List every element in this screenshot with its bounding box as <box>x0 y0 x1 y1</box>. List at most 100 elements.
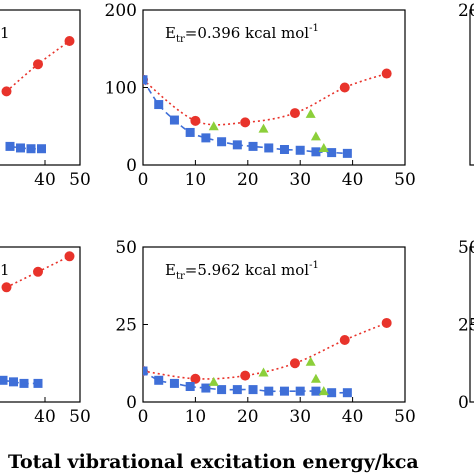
center-top-y-tick-label-0: 0 <box>126 156 137 176</box>
left-top-series-1-square-point-2 <box>26 144 36 154</box>
panel-right-bottom: 50 25 0 <box>458 238 474 413</box>
left-bottom-series-0-circle-point-1 <box>33 266 43 277</box>
center-top-x-tick-label-5: 50 <box>394 170 416 190</box>
center-top-series-1-square-point-13 <box>342 148 352 158</box>
center-bottom-series-2-triangle-point-4 <box>318 386 329 396</box>
left-bottom-series-0-circle-point-2 <box>64 251 75 262</box>
left-bottom-series-1-square-point-3 <box>33 378 43 388</box>
center-bottom-series-1-square-point-11 <box>311 386 321 396</box>
center-top-y-tick-label-1: 100 <box>105 79 137 99</box>
center-bottom-series-1-square-point-0 <box>143 366 148 376</box>
left-bottom-series-1-square-point-2 <box>19 378 29 388</box>
left-top-series-0-circle-point-0 <box>1 86 12 97</box>
center-bottom-series-2-triangle-point-1 <box>258 367 269 377</box>
left-bottom-series-0-circle-point-0 <box>1 282 12 293</box>
left-bottom-frame <box>0 246 81 403</box>
center-top-series-2-triangle-point-3 <box>310 131 321 141</box>
center-top-series-0-circle-point-2 <box>240 117 251 128</box>
left-bottom-series-1-line <box>2 379 39 385</box>
center-bottom-series-2-triangle-point-2 <box>305 356 316 366</box>
center-bottom-series-1-square-point-10 <box>295 386 305 396</box>
center-top-series-1-square-point-12 <box>327 148 337 158</box>
center-top-x-tick-label-3: 30 <box>289 170 311 190</box>
center-top-series-1-square-point-8 <box>264 143 274 153</box>
left-bottom-x-tick-label-0: 40 <box>34 407 56 427</box>
center-bottom-series-0-circle-point-1 <box>190 373 201 384</box>
center-top-series-0-circle-point-4 <box>339 82 350 93</box>
center-bottom-series-1-square-point-8 <box>264 386 274 396</box>
center-top-series-1-square-point-11 <box>311 147 321 157</box>
center-top-series-0-line <box>143 72 387 126</box>
right-bottom-y-tick-label-2: 0 <box>458 393 469 413</box>
center-bottom-energy-annotation: Etr=5.962 kcal mol-1 <box>165 260 319 282</box>
left-top-series-0-circle-point-2 <box>64 36 75 46</box>
center-bottom-series-2-triangle-point-0 <box>208 376 219 386</box>
center-bottom-y-tick-label-1: 25 <box>115 316 137 336</box>
center-top-series-1-square-point-4 <box>201 133 211 143</box>
left-top-series-group <box>1 36 75 154</box>
left-top-frame <box>0 9 81 166</box>
center-top-y-tick-label-2: 200 <box>105 1 137 21</box>
left-top-series-1-line <box>9 145 42 150</box>
center-bottom-series-0-circle-point-4 <box>339 335 350 345</box>
center-top-x-tick-label-2: 20 <box>237 170 259 190</box>
center-top-series-0-circle-point-5 <box>381 68 392 79</box>
right-top-frame <box>469 9 474 166</box>
center-bottom-series-2-triangle-point-3 <box>310 373 321 383</box>
center-bottom-x-tick-label-0: 0 <box>138 407 149 427</box>
center-bottom-series-0-circle-point-3 <box>289 358 300 369</box>
center-top-series-group <box>143 68 392 158</box>
left-bottom-series-1-square-point-1 <box>9 377 18 387</box>
center-bottom-x-tick-label-1: 10 <box>185 407 207 427</box>
panel-center-top: 0 100 200 0 10 20 30 40 50 Etr=0.396 kcal mol-1 <box>105 1 416 190</box>
right-top-y-tick-label-0: 200 <box>458 1 474 21</box>
center-top-series-1-square-point-3 <box>185 127 195 137</box>
left-top-series-1-square-point-3 <box>37 144 46 154</box>
left-bottom-annotation-fragment: 1 <box>0 261 10 279</box>
center-bottom-x-tick-label-2: 20 <box>237 407 259 427</box>
center-bottom-series-0-circle-point-5 <box>381 317 392 328</box>
center-bottom-series-1-square-point-12 <box>327 388 337 398</box>
center-top-x-tick-label-1: 10 <box>185 170 207 190</box>
center-bottom-series-1-square-point-6 <box>232 385 242 395</box>
center-bottom-y-tick-label-2: 50 <box>115 238 137 258</box>
left-bottom-x-tick-label-1: 50 <box>69 407 91 427</box>
right-bottom-y-tick-label-1: 25 <box>458 316 474 336</box>
center-bottom-series-0-circle-point-2 <box>240 370 251 381</box>
panel-center-bottom: 0 25 50 0 10 20 30 40 50 Etr=5.962 kcal mol-1 <box>115 238 415 427</box>
center-top-series-1-square-point-0 <box>143 75 148 85</box>
panel-right-top: 200 <box>458 1 474 166</box>
center-bottom-x-tick-label-4: 40 <box>342 407 364 427</box>
center-bottom-series-1-square-point-2 <box>169 378 179 388</box>
panel-left-top: 40 50 1 <box>0 9 91 190</box>
left-top-series-1-square-point-0 <box>5 141 15 151</box>
left-bottom-series-1-square-point-0 <box>0 375 8 385</box>
left-top-x-tick-label-0: 40 <box>34 170 56 190</box>
center-top-energy-annotation: Etr=0.396 kcal mol-1 <box>165 23 319 45</box>
center-bottom-series-1-square-point-1 <box>154 375 164 385</box>
left-bottom-series-group <box>0 251 75 388</box>
center-top-series-2-triangle-point-4 <box>318 142 329 152</box>
center-top-series-1-square-point-7 <box>248 141 258 151</box>
center-bottom-x-tick-label-3: 30 <box>289 407 311 427</box>
left-top-x-tick-label-1: 50 <box>69 170 91 190</box>
left-top-series-0-circle-point-1 <box>33 59 43 70</box>
center-bottom-series-1-square-point-4 <box>201 383 211 393</box>
x-axis-label: Total vibrational excitation energy/kca <box>8 451 419 473</box>
center-top-series-2-triangle-point-0 <box>208 121 219 131</box>
center-top-series-1-square-point-5 <box>217 137 227 147</box>
center-top-series-1-square-point-1 <box>154 100 164 110</box>
left-top-series-1-square-point-1 <box>16 143 25 153</box>
center-top-series-1-square-point-2 <box>169 115 179 125</box>
center-top-x-tick-label-4: 40 <box>342 170 364 190</box>
panel-left-bottom: 40 50 1 <box>0 246 91 427</box>
center-top-series-0-circle-point-1 <box>190 115 201 126</box>
center-top-series-0-circle-point-3 <box>289 108 300 119</box>
center-bottom-series-1-square-point-13 <box>342 388 352 398</box>
center-bottom-series-1-square-point-7 <box>248 385 258 395</box>
center-top-x-tick-label-0: 0 <box>138 170 149 190</box>
center-bottom-x-tick-label-5: 50 <box>394 407 416 427</box>
center-top-series-1-square-point-6 <box>232 140 242 150</box>
center-top-series-2-triangle-point-2 <box>305 108 316 118</box>
